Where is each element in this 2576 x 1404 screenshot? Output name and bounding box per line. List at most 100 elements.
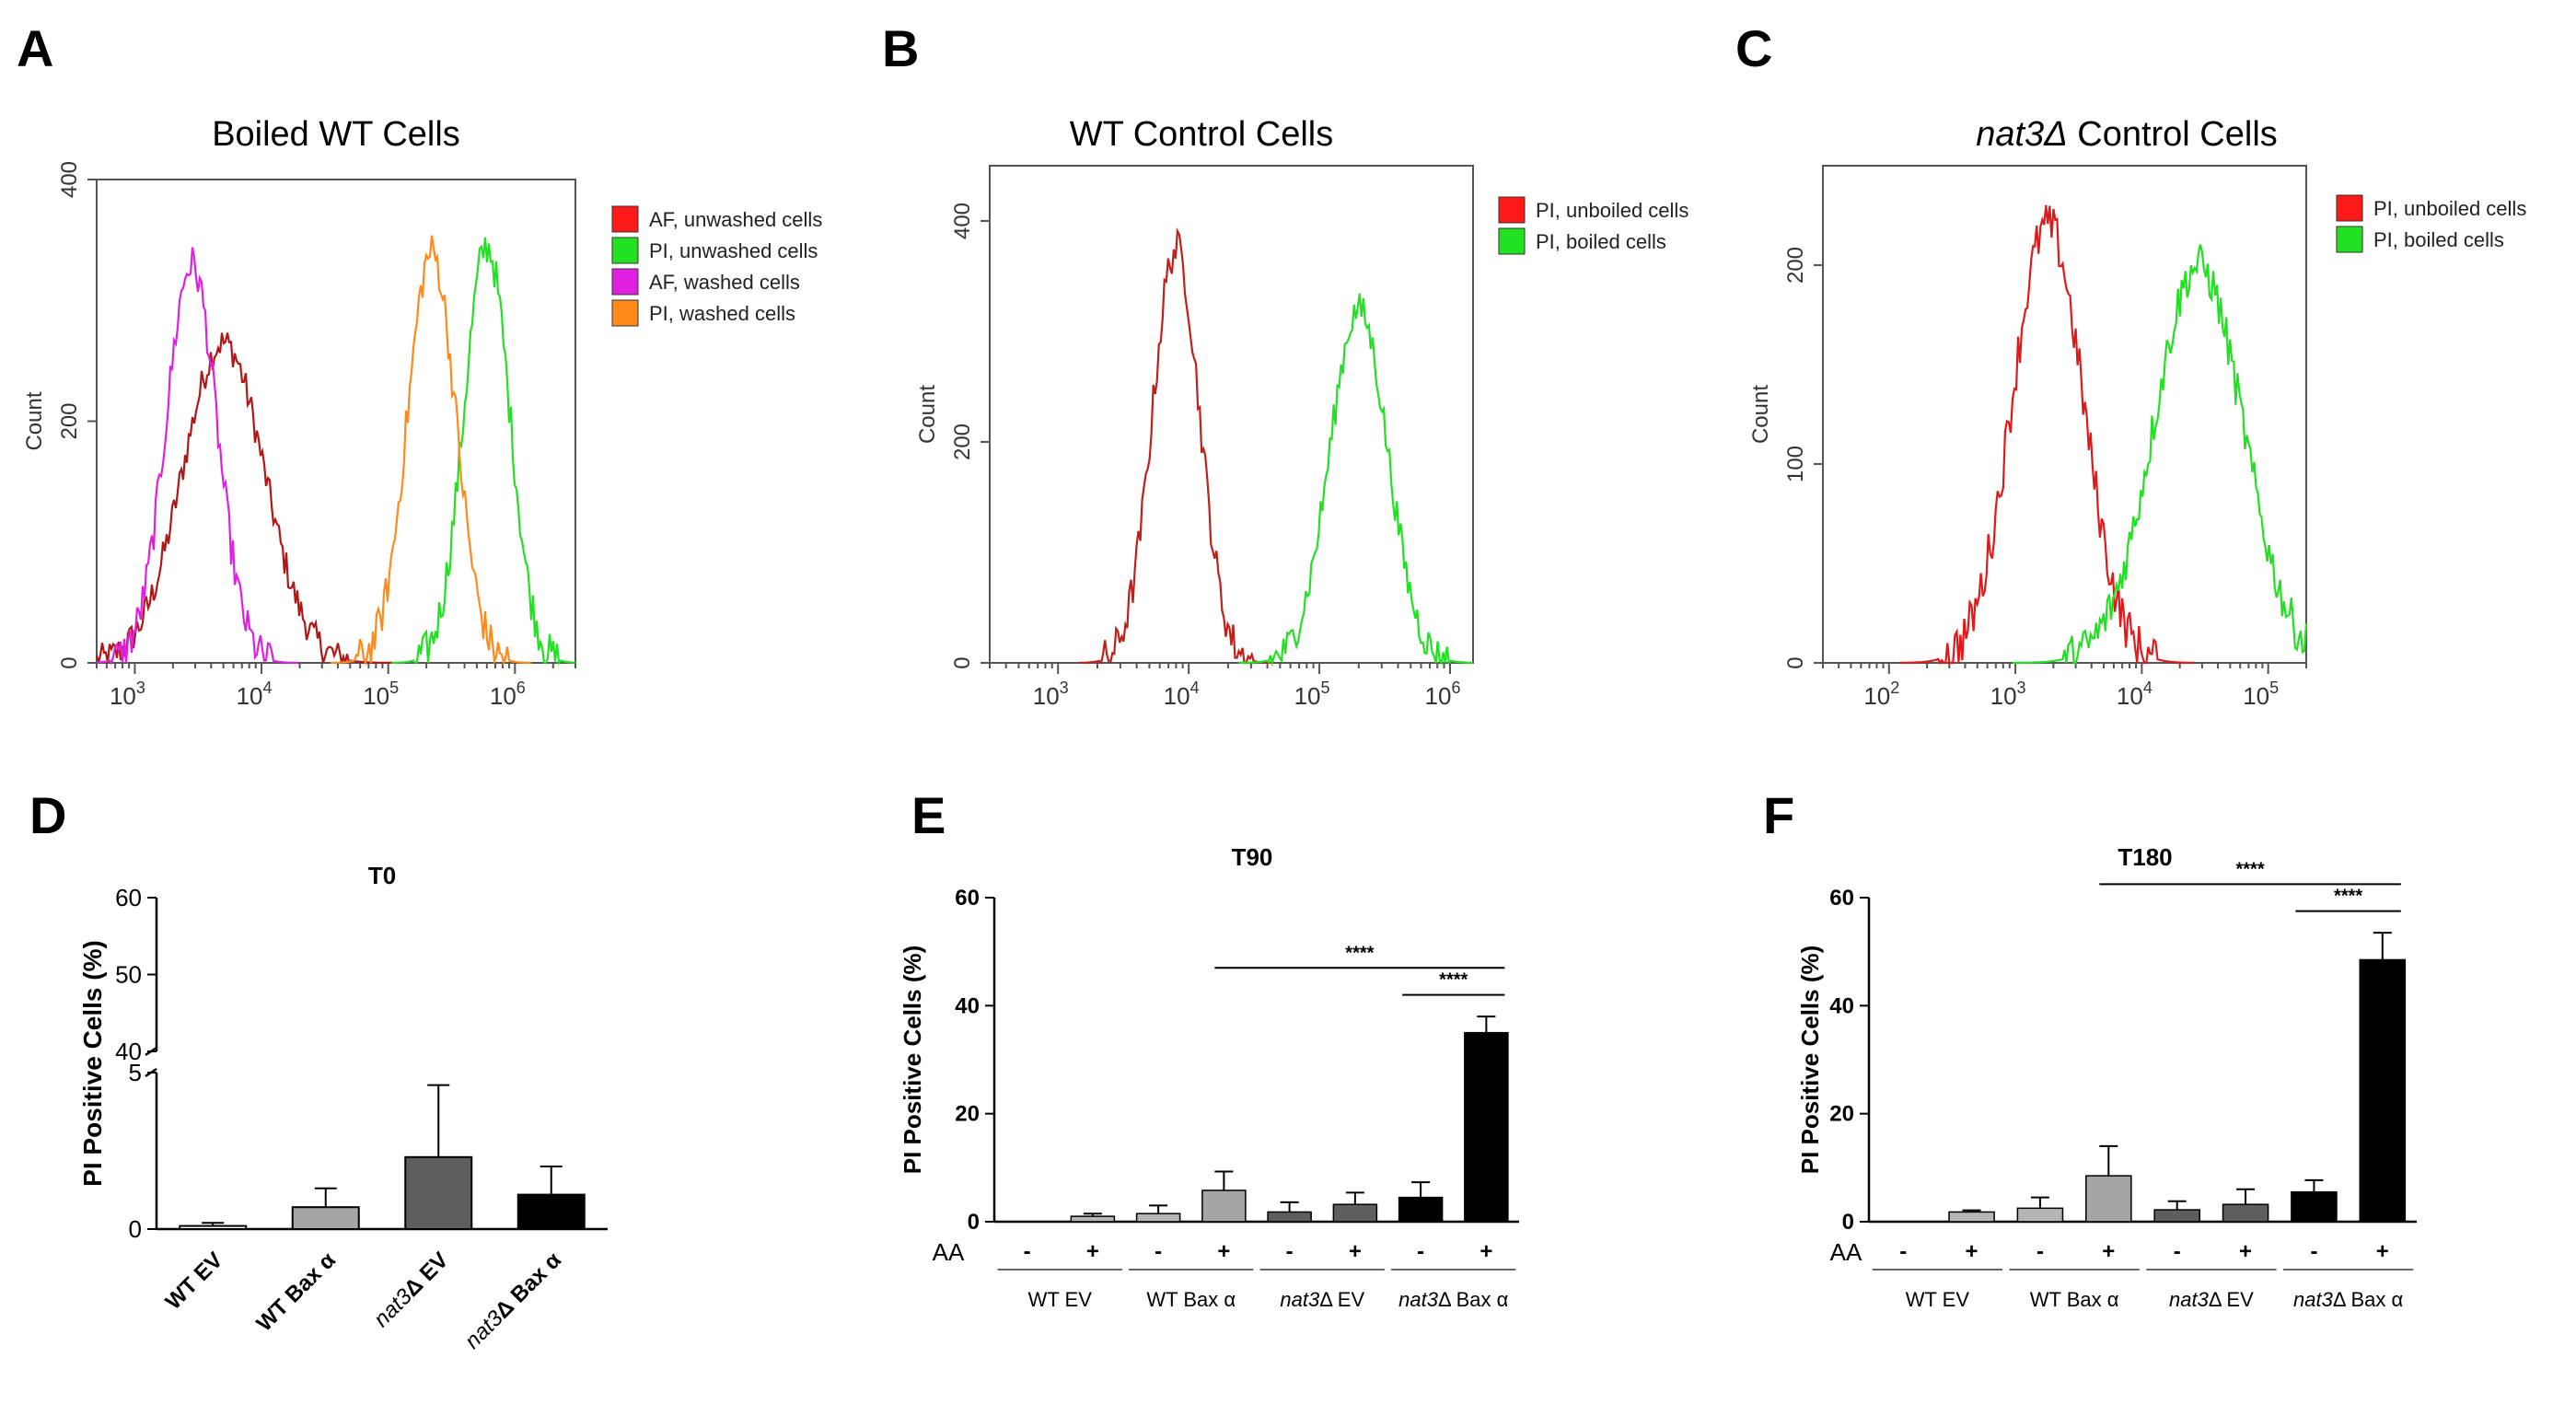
x-tick-base: 10 bbox=[1033, 682, 1060, 710]
chart-title-italic: nat3Δ bbox=[1976, 115, 2067, 154]
bar bbox=[1464, 1031, 1509, 1223]
legend-label: PI, boiled cells bbox=[2373, 228, 2504, 251]
x-tick-base: 10 bbox=[2117, 682, 2143, 710]
x-tick-base: 10 bbox=[110, 682, 136, 710]
panel-d-bar-chart: T0 PI Positive Cells (%) 40 50 60 0 5 WT EV WT B… bbox=[78, 862, 608, 1353]
aa-row-label: AA bbox=[1830, 1238, 1862, 1266]
bar bbox=[179, 1224, 248, 1230]
x-category-label: WT EV bbox=[161, 1247, 228, 1315]
y-tick-label: 400 bbox=[57, 161, 82, 198]
legend-swatch bbox=[611, 237, 639, 264]
x-tick-exponent: 2 bbox=[1890, 679, 1899, 697]
aa-sign: + bbox=[1479, 1239, 1492, 1264]
bar bbox=[1201, 1189, 1247, 1223]
aa-sign: - bbox=[1286, 1239, 1294, 1264]
x-tick-exponent: 6 bbox=[1451, 679, 1460, 697]
x-tick-label: 106 bbox=[1425, 679, 1461, 710]
group-label: WT EV bbox=[1028, 1288, 1093, 1311]
chart-title: T90 bbox=[1232, 843, 1273, 871]
y-tick-label: 0 bbox=[57, 656, 82, 668]
y-tick-label: 50 bbox=[115, 961, 142, 989]
x-tick-exponent: 4 bbox=[1190, 679, 1200, 697]
bar bbox=[404, 1155, 473, 1231]
panel-letter-a: A bbox=[17, 19, 53, 77]
plot-frame bbox=[989, 165, 1474, 664]
x-tick-label: 105 bbox=[1294, 679, 1330, 710]
group-label: nat3Δ Bax α bbox=[1398, 1288, 1508, 1311]
bar bbox=[2153, 1209, 2200, 1223]
histogram-series-af-washed-cells bbox=[96, 247, 297, 666]
x-tick-base: 10 bbox=[363, 682, 389, 710]
legend-swatch bbox=[611, 299, 639, 327]
legend-label: PI, boiled cells bbox=[1536, 230, 1666, 253]
bar bbox=[2291, 1190, 2338, 1223]
group-label: WT EV bbox=[1906, 1288, 1970, 1311]
y-tick-label: 0 bbox=[950, 656, 975, 668]
x-tick-exponent: 6 bbox=[516, 679, 526, 697]
aa-sign: + bbox=[1349, 1239, 1362, 1264]
legend-label: PI, unboiled cells bbox=[2373, 197, 2526, 220]
group-label: nat3Δ EV bbox=[1280, 1288, 1364, 1311]
y-tick-label: 0 bbox=[1783, 656, 1808, 668]
y-tick-label: 100 bbox=[1783, 446, 1808, 482]
x-tick-base: 10 bbox=[1990, 682, 2017, 710]
legend-label: AF, washed cells bbox=[649, 271, 800, 294]
x-category-label-rest: Δ Bax α bbox=[491, 1247, 566, 1323]
histogram-series-pi-unboiled-cells bbox=[1078, 227, 1274, 665]
x-tick-exponent: 4 bbox=[2143, 679, 2152, 697]
y-tick-label: 60 bbox=[115, 884, 142, 911]
group-label-rest: Δ Bax α bbox=[1438, 1288, 1509, 1311]
x-tick-label: 105 bbox=[363, 679, 399, 710]
y-tick-label: 200 bbox=[57, 402, 82, 439]
panel-letter-f: F bbox=[1763, 786, 1794, 844]
bar bbox=[1948, 1211, 1995, 1223]
chart-title: T0 bbox=[368, 862, 396, 889]
chart-title-rest: Control Cells bbox=[2068, 115, 2278, 154]
x-tick-exponent: 5 bbox=[389, 679, 399, 697]
legend-swatch bbox=[1498, 227, 1526, 255]
panel-letter-b: B bbox=[882, 19, 919, 77]
y-tick-label: 0 bbox=[968, 1210, 980, 1235]
bar bbox=[1135, 1213, 1181, 1223]
aa-row-label: AA bbox=[933, 1238, 965, 1266]
x-tick-exponent: 4 bbox=[263, 679, 273, 697]
aa-sign: - bbox=[2036, 1239, 2044, 1264]
x-tick-exponent: 3 bbox=[136, 679, 145, 697]
x-tick-base: 10 bbox=[1425, 682, 1452, 710]
bar bbox=[516, 1193, 586, 1230]
x-tick-label: 104 bbox=[237, 679, 273, 710]
y-tick-label: 40 bbox=[1829, 993, 1854, 1018]
x-tick-base: 10 bbox=[2243, 682, 2269, 710]
aa-sign: - bbox=[2310, 1239, 2317, 1264]
x-tick-exponent: 5 bbox=[2269, 679, 2279, 697]
chart-title: nat3Δ Control Cells bbox=[1976, 115, 2278, 154]
bar bbox=[291, 1206, 360, 1230]
x-tick-label: 103 bbox=[110, 679, 145, 710]
group-label-rest: Δ Bax α bbox=[2333, 1288, 2404, 1311]
legend-swatch bbox=[1498, 196, 1526, 224]
bar bbox=[1267, 1211, 1312, 1223]
histogram-series-af-unwashed-cells bbox=[95, 332, 393, 665]
aa-sign: - bbox=[1155, 1239, 1162, 1264]
x-tick-label: 104 bbox=[2117, 679, 2152, 710]
x-tick-exponent: 5 bbox=[1321, 679, 1330, 697]
bar bbox=[2359, 958, 2407, 1223]
legend-label: AF, unwashed cells bbox=[649, 208, 822, 231]
legend-swatch bbox=[611, 268, 639, 296]
y-axis-label: Count bbox=[915, 385, 940, 444]
y-tick-label: 0 bbox=[1842, 1210, 1854, 1235]
significance-label: **** bbox=[1345, 943, 1374, 963]
y-tick-label: 5 bbox=[129, 1059, 142, 1086]
y-tick-label: 20 bbox=[1829, 1102, 1854, 1127]
legend-swatch bbox=[2336, 226, 2363, 253]
legend-swatch bbox=[611, 205, 639, 233]
legend-swatch bbox=[2336, 194, 2363, 222]
y-tick-label: 60 bbox=[1829, 886, 1854, 911]
chart-title: T180 bbox=[2118, 843, 2172, 871]
x-tick-label: 103 bbox=[1033, 679, 1069, 710]
bar bbox=[1332, 1203, 1378, 1223]
panel-e-bar-chart: T90 PI Positive Cells (%) 0 20 40 60 - + - + - + - + A… bbox=[899, 843, 1519, 1311]
x-tick-base: 10 bbox=[1863, 682, 1890, 710]
